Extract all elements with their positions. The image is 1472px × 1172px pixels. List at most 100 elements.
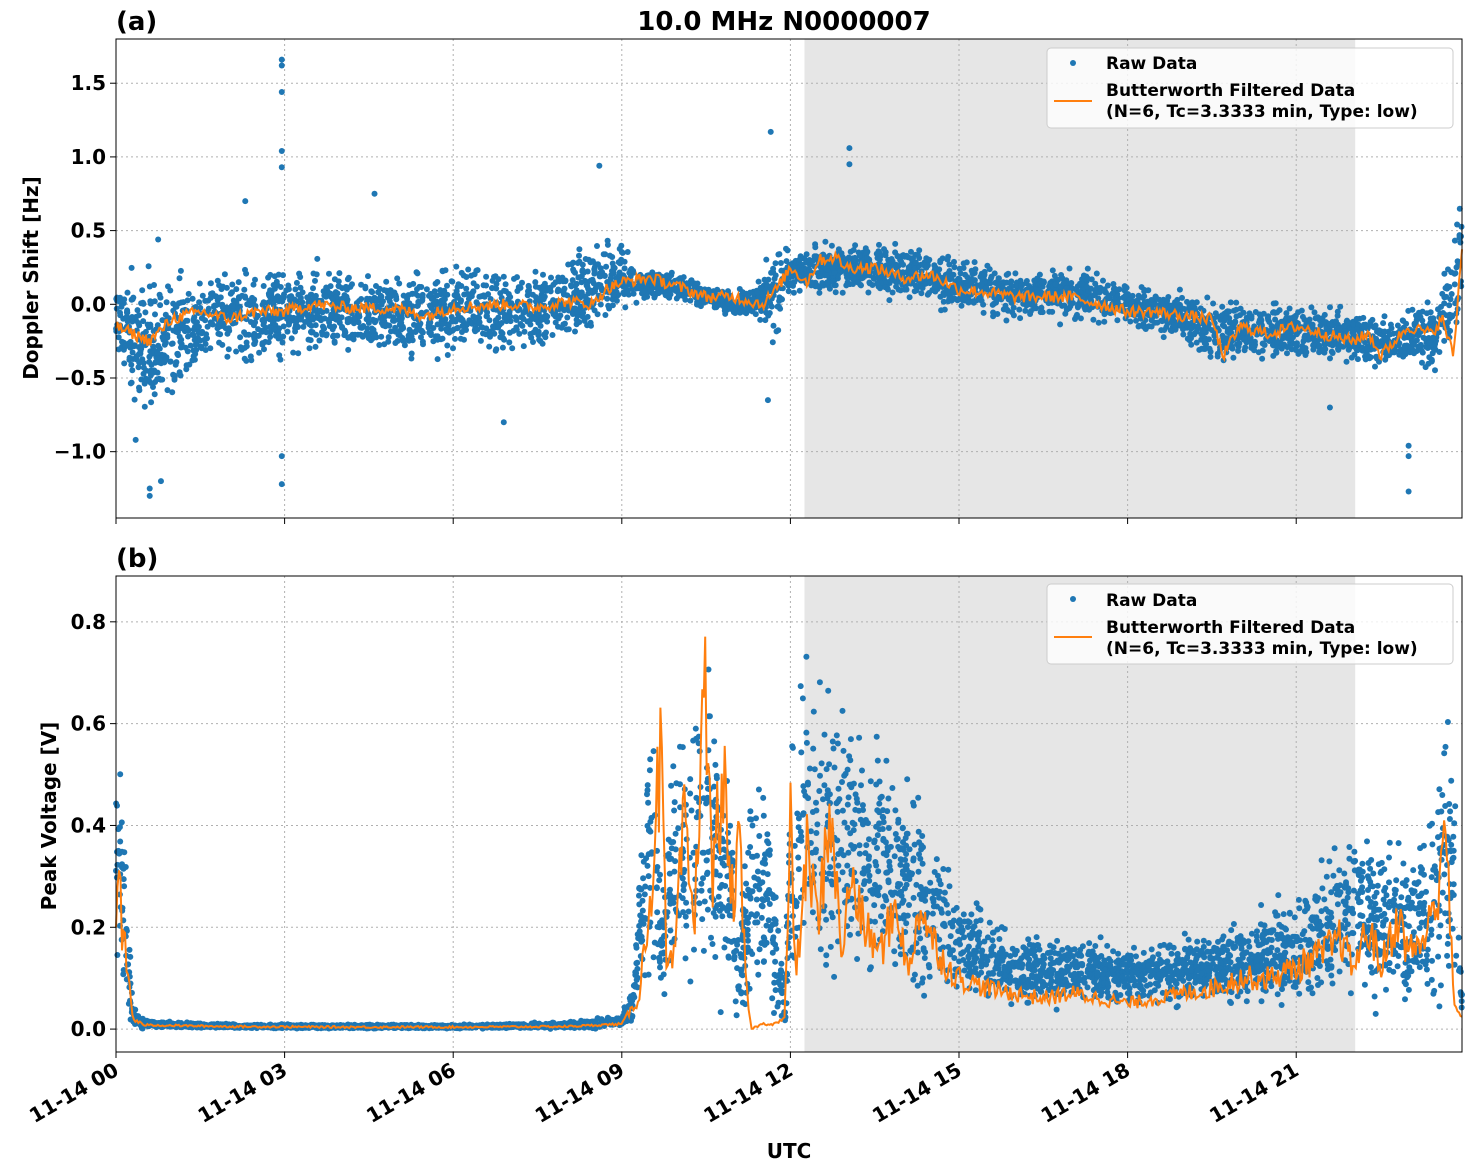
raw-data-point xyxy=(822,238,829,245)
y-tick-label: 0.0 xyxy=(71,292,106,316)
raw-data-point xyxy=(555,315,562,322)
raw-data-point xyxy=(1284,350,1290,357)
raw-data-point xyxy=(1442,285,1449,291)
raw-data-point xyxy=(183,366,190,373)
raw-data-point xyxy=(892,278,899,285)
raw-data-point xyxy=(151,282,157,288)
raw-data-point xyxy=(1299,313,1306,320)
raw-data-point xyxy=(1190,302,1196,309)
raw-data-point xyxy=(309,329,316,336)
raw-data-point xyxy=(207,294,214,301)
raw-data-point xyxy=(148,367,154,374)
raw-data-point xyxy=(171,376,178,383)
raw-data-point xyxy=(388,328,394,335)
raw-data-point xyxy=(514,288,521,294)
raw-data-point xyxy=(594,243,600,249)
raw-data-point xyxy=(1310,346,1317,353)
raw-data-point xyxy=(326,270,332,277)
raw-data-point xyxy=(886,259,893,266)
raw-data-point xyxy=(202,297,209,304)
raw-data-point xyxy=(1446,311,1453,318)
raw-data-point xyxy=(1236,340,1243,347)
raw-data-point xyxy=(1372,322,1379,329)
raw-data-point xyxy=(1101,318,1108,325)
raw-data-point xyxy=(520,343,527,350)
raw-data-point xyxy=(297,274,304,280)
raw-data-point xyxy=(570,268,577,275)
raw-data-point xyxy=(826,285,833,292)
raw-data-point xyxy=(480,330,486,337)
raw-data-point xyxy=(763,256,770,263)
raw-data-point xyxy=(721,304,728,311)
raw-data-point xyxy=(941,292,948,298)
raw-data-point xyxy=(591,267,598,274)
raw-data-point xyxy=(550,281,557,288)
raw-data-point xyxy=(923,263,930,270)
raw-data-point xyxy=(156,359,162,366)
raw-data-point xyxy=(481,293,488,300)
raw-data-point xyxy=(1148,317,1155,324)
raw-data-point xyxy=(1066,265,1073,272)
raw-data-point xyxy=(521,328,528,335)
raw-data-point xyxy=(819,280,826,286)
raw-data-point xyxy=(814,282,821,289)
raw-data-point xyxy=(263,329,270,336)
raw-data-point xyxy=(1083,283,1090,290)
raw-data-point xyxy=(1412,319,1419,326)
raw-data-point xyxy=(940,298,947,305)
raw-data-point xyxy=(809,257,816,264)
raw-data-point xyxy=(1140,949,1147,956)
raw-data-point xyxy=(1395,840,1402,847)
raw-data-point xyxy=(127,338,134,345)
raw-data-point xyxy=(463,327,469,333)
raw-data-point xyxy=(178,344,184,351)
raw-data-point xyxy=(373,297,380,304)
raw-data-point xyxy=(862,895,869,902)
y-tick-label: −1.0 xyxy=(54,440,106,464)
raw-data-point xyxy=(1292,347,1299,353)
raw-data-point xyxy=(764,397,771,404)
raw-data-point xyxy=(597,301,604,308)
raw-data-point xyxy=(946,268,953,274)
raw-data-point xyxy=(457,298,464,305)
legend-raw-marker xyxy=(1070,60,1076,66)
raw-data-point xyxy=(280,323,287,330)
raw-data-point xyxy=(812,244,819,251)
raw-data-point xyxy=(477,337,484,344)
raw-data-point xyxy=(1311,336,1318,343)
raw-data-point xyxy=(1142,325,1149,332)
raw-data-point xyxy=(251,341,258,347)
raw-data-point xyxy=(609,302,616,309)
raw-data-point xyxy=(242,198,249,205)
raw-data-point xyxy=(1272,309,1279,316)
raw-data-point xyxy=(1394,963,1401,970)
raw-data-point xyxy=(195,323,202,330)
raw-data-point xyxy=(773,328,780,335)
raw-data-point xyxy=(757,316,764,323)
raw-data-point xyxy=(411,321,417,328)
raw-data-point xyxy=(1027,308,1034,315)
raw-data-point xyxy=(542,334,549,341)
raw-data-point xyxy=(1004,306,1010,313)
raw-data-point xyxy=(1068,280,1075,286)
raw-data-point xyxy=(284,328,291,335)
raw-data-point xyxy=(633,299,640,306)
raw-data-point xyxy=(1436,933,1443,940)
raw-data-point xyxy=(431,298,438,305)
raw-data-point xyxy=(229,289,235,296)
raw-data-point xyxy=(454,325,461,332)
raw-data-point xyxy=(906,294,913,301)
raw-data-point xyxy=(899,269,906,276)
raw-data-point xyxy=(128,361,135,368)
raw-data-point xyxy=(798,749,805,756)
raw-data-point xyxy=(219,304,226,311)
raw-data-point xyxy=(574,308,581,315)
raw-data-point xyxy=(569,277,576,284)
raw-data-point xyxy=(278,164,285,171)
raw-data-point xyxy=(217,294,224,301)
raw-data-point xyxy=(1061,302,1068,309)
raw-data-point xyxy=(1233,299,1240,306)
raw-data-point xyxy=(225,308,231,314)
raw-data-point xyxy=(124,318,131,325)
raw-data-point xyxy=(1205,325,1212,332)
